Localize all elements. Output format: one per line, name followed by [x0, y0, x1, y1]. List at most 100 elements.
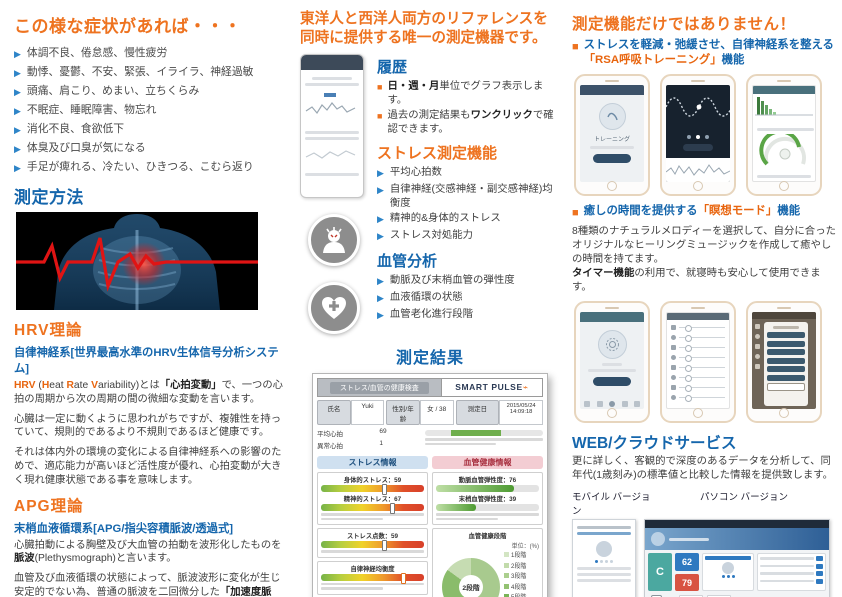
- list-item: ▶ 頭痛、肩こり、めまい、立ちくらみ: [14, 85, 290, 99]
- apg-paragraph-1: 心臓拍動による胸壁及び大血管の拍動を波形化したものを脈波(Plethysmogr…: [14, 539, 282, 565]
- triangle-bullet-icon: ▶: [377, 292, 384, 303]
- stress-function-item: ▶ 自律神経(交感神経・副交感神経)均衡度: [377, 183, 553, 209]
- timer-popup: [764, 322, 808, 406]
- vessel-analysis-item: ▶ 血管老化進行段階: [377, 308, 560, 323]
- triangle-bullet-icon: ▶: [377, 168, 384, 179]
- field-name: 氏名 Yuki: [317, 400, 385, 425]
- stress-face-icon: [308, 214, 360, 266]
- list-item: ▶ 不眠症、睡眠障害、物忘れ: [14, 104, 290, 118]
- square-bullet-icon: ■: [377, 82, 383, 92]
- melody-slider: [671, 385, 725, 391]
- stress-function-item: ▶ 精神的&身体的ストレス: [377, 212, 560, 227]
- vessel-stage-donut: 2段階: [442, 557, 500, 597]
- square-bullet-icon: ■: [572, 207, 579, 219]
- apg-subtitle: 末梢血液循環系[APG/指尖容積脈波/透過式]: [14, 522, 234, 535]
- vessel-analysis-item: ▶ 血液循環の状態: [377, 291, 560, 306]
- history-title: 履歴: [377, 59, 408, 76]
- vital-avg-hr: 平均心拍 69: [317, 428, 387, 438]
- apg-paragraph-2: 血管及び血液循環の状態によって、脈波波形に変化が生じ安定的でない為、普通の脈波を…: [14, 573, 281, 597]
- ecg-line: [16, 237, 258, 292]
- mobile-version-screenshot: [572, 519, 636, 597]
- avatar: [651, 532, 665, 546]
- square-bullet-icon: ■: [572, 41, 579, 53]
- meditation-start-button: [593, 377, 631, 386]
- phone-statusbar: [301, 55, 363, 70]
- meditation-phone-2: [660, 301, 736, 423]
- stress-function-title: ストレス測定機能: [377, 145, 498, 163]
- mobile-version-label: モバイル バージョン: [572, 492, 651, 517]
- symptoms-title: この様な症状があれば・・・: [14, 17, 242, 36]
- report-header: ストレス/血管の健康検査 SMART PULSE⌁: [317, 378, 543, 397]
- history-phone-screenshot: [300, 54, 364, 198]
- list-item-label: 動悸、憂鬱、不安、緊張、イライラ、神経過敏: [26, 66, 254, 78]
- result-histogram: [755, 97, 813, 116]
- field-date: 測定日 2015/05/24 14:09:18: [455, 400, 543, 425]
- stress-function-item: ▶ ストレス対処能力: [377, 229, 560, 244]
- breath-icon: [598, 103, 626, 130]
- web-cloud-title: WEB/クラウドサービス: [572, 435, 737, 452]
- melody-slider: [671, 375, 725, 381]
- heart-health-icon: [308, 282, 360, 334]
- hrv-title: HRV理論: [14, 322, 83, 339]
- vital-abnormal-hr: 異常心拍 1: [317, 440, 383, 450]
- melody-slider: [671, 395, 725, 401]
- features-block: 履歴 ■ 日・週・月単位でグラフ表示します。 ■ 過去の測定結果もワンクリックで確認…: [300, 54, 560, 334]
- triangle-bullet-icon: ▶: [377, 214, 384, 225]
- hrv-subtitle: 自律神経系[世界最高水準のHRV生体信号分析システム]: [14, 347, 279, 375]
- score-tile: 62: [675, 553, 699, 571]
- history-item: ■ 過去の測定結果もワンクリックで確認できます。: [377, 110, 554, 135]
- breathing-wave: [666, 97, 730, 117]
- meditation-lead: ■ 癒しの時間を提供する「瞑想モード」機能: [572, 205, 801, 219]
- melody-slider: [671, 365, 725, 371]
- start-button: [593, 154, 631, 163]
- list-item-label: 体調不良、倦怠感、慢性疲労: [26, 47, 168, 59]
- rsa-lead: ■ ストレスを軽減・弛緩させ、自律神経系を整える 「RSA呼吸トレーニング」機能: [572, 39, 834, 66]
- training-label: トレーニング: [593, 137, 630, 143]
- list-item: ▶ 体臭及び口臭が気になる: [14, 142, 290, 156]
- features-text: 履歴 ■ 日・週・月単位でグラフ表示します。 ■ 過去の測定結果もワンクリックで確認…: [368, 54, 560, 334]
- autonomic-balance-box: 自律神経均衡度: [317, 560, 428, 595]
- vessel-panel: 血管健康情報 動脈血管弾性度：76 末梢血管弾性度：39 血管健康段階 単位：(…: [432, 456, 543, 597]
- middle-panel: 東洋人と西洋人両方のリファレンスを 同時に提供する唯一の測定機器です。: [300, 0, 560, 597]
- avatar: [722, 562, 734, 574]
- report-vitals: 平均心拍 69 異常心拍 1: [317, 428, 543, 452]
- score-tile: 79: [675, 574, 699, 591]
- melody-slider: [671, 345, 725, 351]
- list-item: ▶ 体調不良、倦怠感、慢性疲労: [14, 47, 290, 61]
- hrv-paragraph-2: 心臓は一定に動くように思われがちですが、複雑性を持っていて、規則的であるより不規…: [14, 413, 281, 439]
- vessel-elasticity-box: 動脈血管弾性度：76 末梢血管弾性度：39: [432, 472, 543, 525]
- caption-placeholder: [424, 442, 496, 445]
- report-fields: 氏名 Yuki 性別/年齢女 / 38 測定日 2015/05/24 14:09:1…: [317, 400, 543, 425]
- triangle-bullet-icon: ▶: [14, 106, 21, 116]
- melody-slider: [671, 335, 725, 341]
- stress-bar: [321, 503, 424, 514]
- stress-bar: [321, 484, 424, 495]
- triangle-bullet-icon: ▶: [14, 125, 21, 135]
- mandala-icon: [597, 330, 627, 359]
- hrv-paragraph-3: それは体内外の環境の変化による自律神経系への影響のためで、適応能力が高いほど活性…: [14, 447, 282, 486]
- stress-panel-title: ストレス情報: [317, 456, 428, 469]
- triangle-bullet-icon: ▶: [377, 230, 384, 241]
- brand-logo: SMART PULSE⌁: [455, 382, 529, 392]
- xray-torso-graphic: [16, 212, 258, 310]
- stress-bar: [321, 540, 424, 551]
- vessel-stage-donut-box: 血管健康段階 単位：(%) 2段階 1段階 2段階 3段階 4段階: [432, 528, 543, 597]
- triangle-bullet-icon: ▶: [14, 49, 21, 59]
- triangle-bullet-icon: ▶: [14, 163, 21, 173]
- menu-panel: [757, 553, 826, 591]
- hr-trace: [666, 164, 730, 176]
- balance-bar: [321, 572, 424, 584]
- meditation-phone-1: [574, 301, 650, 423]
- symptom-list: ▶ 体調不良、倦怠感、慢性疲労 ▶ 動悸、憂鬱、不安、緊張、イライラ、神経過敏 ▶ 頭…: [14, 47, 290, 175]
- result-title: 測定結果: [395, 350, 464, 367]
- list-item-label: 不眠症、睡眠障害、物忘れ: [26, 104, 157, 116]
- measurement-report-card: ストレス/血管の健康検査 SMART PULSE⌁ 氏名 Yuki 性別/年齢女 …: [312, 373, 548, 597]
- hrv-paragraph-1: HRV (Heat Rate Variability)とは「心拍変動」で、一つの…: [14, 380, 283, 405]
- logo-wave-icon: ⌁: [522, 382, 529, 392]
- vessel-analysis-item: ▶ 動脈及び末梢血管の弾性度: [377, 274, 560, 289]
- rsa-phone-3: [746, 74, 822, 196]
- rsa-phone-1: トレーニング: [574, 74, 650, 196]
- xray-torso-image: [16, 212, 258, 310]
- caption-placeholder: [424, 438, 543, 441]
- stress-panel: ストレス情報 身体的ストレス：59 精神的ストレス：67 ストレス点数：59: [317, 456, 428, 597]
